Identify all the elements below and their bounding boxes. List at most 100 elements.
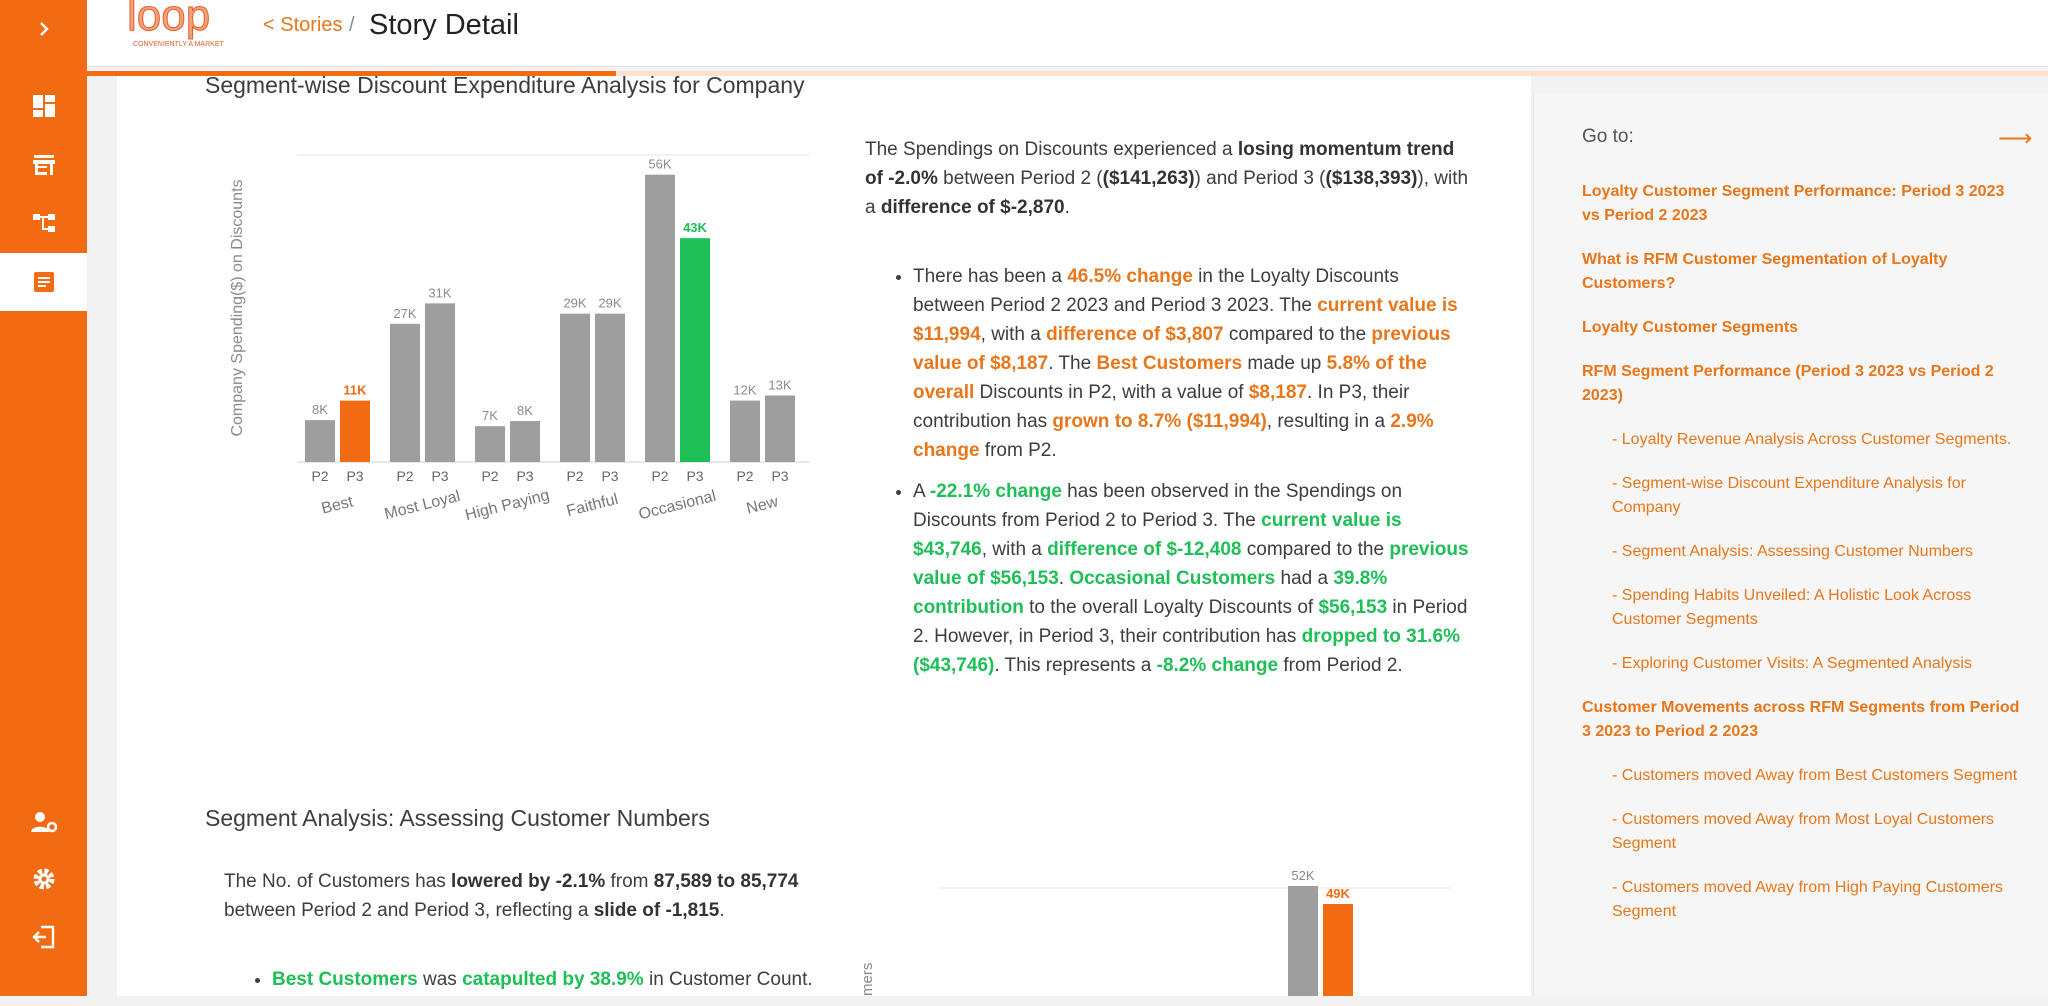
chart-bar [680, 238, 710, 462]
bar-value-label: 29K [563, 296, 586, 311]
chart-bar [560, 313, 590, 462]
section-title-discount: Segment-wise Discount Expenditure Analys… [205, 72, 805, 98]
insight-highlight: Best Customers [1096, 353, 1243, 374]
insight-highlight: -8.2% change [1156, 655, 1279, 676]
insight-text: compared to the [1223, 324, 1372, 345]
y-axis-label: Company Spending($) on Discounts [229, 179, 246, 436]
bar-value-label: 31K [428, 285, 451, 300]
x-tick-period-label: P2 [566, 468, 583, 484]
goto-panel [1533, 93, 2048, 996]
summary-text: . [719, 900, 725, 921]
sidebar-item-stories[interactable] [0, 253, 87, 311]
insight-text: There has been a [913, 266, 1068, 287]
insight-highlight: difference of $3,807 [1046, 324, 1224, 345]
bar-value-label: 7K [482, 408, 498, 423]
insight-text: in Period 2. However, in Period 3, their… [913, 597, 1468, 647]
x-tick-period-label: P2 [396, 468, 413, 484]
insight-text: , with a [981, 539, 1048, 560]
insight-text: . In P3, their contribution has [913, 382, 1410, 432]
summary-text: The No. of Customers has [224, 871, 452, 892]
goto-link[interactable]: - Exploring Customer Visits: A Segmented… [1612, 655, 1972, 672]
goto-link[interactable]: Loyalty Customer Segments [1582, 319, 1799, 336]
breadcrumb-back-link[interactable]: < Stories [263, 14, 343, 36]
summary-text: from [605, 871, 654, 892]
sidebar-item-store[interactable] [0, 136, 87, 194]
insight-highlight: previous value of $56,153 [913, 539, 1469, 589]
chart-bar [765, 395, 795, 462]
insight-text: Discounts in P2, with a value of [974, 382, 1249, 403]
chart-bar [390, 323, 420, 462]
arrow-right-icon[interactable]: ⟶ [1998, 125, 2033, 152]
summary-bold: ($138,393) [1325, 168, 1418, 189]
goto-link[interactable]: - Loyalty Revenue Analysis Across Custom… [1612, 431, 2012, 448]
goto-link[interactable]: Loyalty Customer Segment Performance: Pe… [1582, 183, 2005, 224]
insight-text: compared to the [1241, 539, 1390, 560]
x-tick-period-label: P2 [311, 468, 328, 484]
discount-insights-list: There has been a 46.5% change in the Loy… [865, 262, 1475, 692]
chart-bar [475, 426, 505, 462]
x-tick-category-label: New [745, 493, 781, 517]
insight-highlight: -22.1% change [929, 481, 1062, 502]
sidebar-item-hierarchy[interactable] [0, 194, 87, 252]
summary-text: between Period 2 and Period 3, reflectin… [224, 900, 594, 921]
bar-value-label: 8K [312, 402, 328, 417]
insight-highlight: difference of $-12,408 [1047, 539, 1242, 560]
sidebar [0, 0, 87, 996]
insight-text: in Customer Count. [643, 969, 813, 990]
store-icon [32, 155, 55, 175]
dashboard-icon [32, 95, 55, 117]
insight-highlight: Occasional Customers [1069, 568, 1276, 589]
goto-link[interactable]: RFM Segment Performance (Period 3 2023 v… [1582, 363, 1994, 404]
page-title: Story Detail [369, 9, 519, 41]
goto-link[interactable]: - Customers moved Away from High Paying … [1612, 879, 2003, 920]
goto-link[interactable]: - Spending Habits Unveiled: A Holistic L… [1612, 587, 1972, 628]
goto-link[interactable]: - Customers moved Away from Most Loyal C… [1612, 811, 1995, 852]
x-tick-period-label: P3 [516, 468, 533, 484]
bar-value-label: 27K [393, 306, 416, 321]
insight-highlight: 2.9% change [913, 411, 1434, 461]
x-tick-category-label: Faithful [565, 491, 620, 520]
reading-progress-fill [87, 71, 617, 76]
insight-highlight: $56,153 [1318, 597, 1388, 618]
sidebar-item-user-settings[interactable] [0, 793, 87, 851]
x-tick-category-label: Most Loyal [383, 488, 462, 523]
sidebar-item-settings[interactable] [0, 850, 87, 908]
insight-highlight: current value is $43,746 [913, 510, 1402, 560]
goto-link[interactable]: What is RFM Customer Segmentation of Loy… [1582, 251, 1948, 292]
x-tick-period-label: P3 [686, 468, 703, 484]
goto-link[interactable]: - Customers moved Away from Best Custome… [1612, 767, 2018, 784]
insight-text: in the Loyalty Discounts between Period … [913, 266, 1399, 316]
insight-text: from P2. [979, 440, 1057, 461]
bar-value-label: 12K [733, 383, 756, 398]
bar-value-label: 13K [768, 377, 791, 392]
x-tick-category-label: Occasional [637, 488, 718, 524]
goto-link[interactable]: Customer Movements across RFM Segments f… [1582, 699, 2020, 740]
sidebar-item-logout[interactable] [0, 908, 87, 966]
insight-text: A [913, 481, 930, 502]
insight-highlight: grown to 8.7% ($11,994) [1052, 411, 1267, 432]
goto-title: Go to: [1582, 126, 1634, 147]
bar-value-label: 11K [343, 383, 367, 398]
customer-numbers-list: Best Customers was catapulted by 38.9% i… [224, 965, 864, 1006]
insight-highlight: 5.8% of the overall [913, 353, 1427, 403]
chart-bar-p3 [1323, 904, 1353, 996]
goto-link[interactable]: - Segment Analysis: Assessing Customer N… [1612, 543, 1974, 560]
insight-highlight: 46.5% change [1067, 266, 1193, 287]
goto-link[interactable]: - Segment-wise Discount Expenditure Anal… [1612, 475, 1966, 516]
insight-text: had a [1275, 568, 1334, 589]
insight-highlight: dropped to 31.6% ($43,746) [913, 626, 1461, 676]
summary-bold: slide of -1,815 [593, 900, 720, 921]
sidebar-item-dashboard[interactable] [0, 77, 87, 135]
insight-highlight: previous value of $8,187 [913, 324, 1451, 374]
bar-value-label: 8K [517, 403, 533, 418]
insight-highlight: current value is $11,994 [913, 295, 1458, 345]
insight-text: was [417, 969, 463, 990]
x-tick-period-label: P2 [481, 468, 498, 484]
bar-value-label: 49K [1326, 886, 1350, 901]
logout-icon [31, 925, 54, 949]
insight-highlight: catapulted by 38.9% [462, 969, 644, 990]
insight-highlight: Best Customers [272, 969, 418, 990]
expand-sidebar-button[interactable] [0, 0, 87, 58]
chart-bar [730, 400, 760, 462]
chart-bar [305, 420, 335, 462]
